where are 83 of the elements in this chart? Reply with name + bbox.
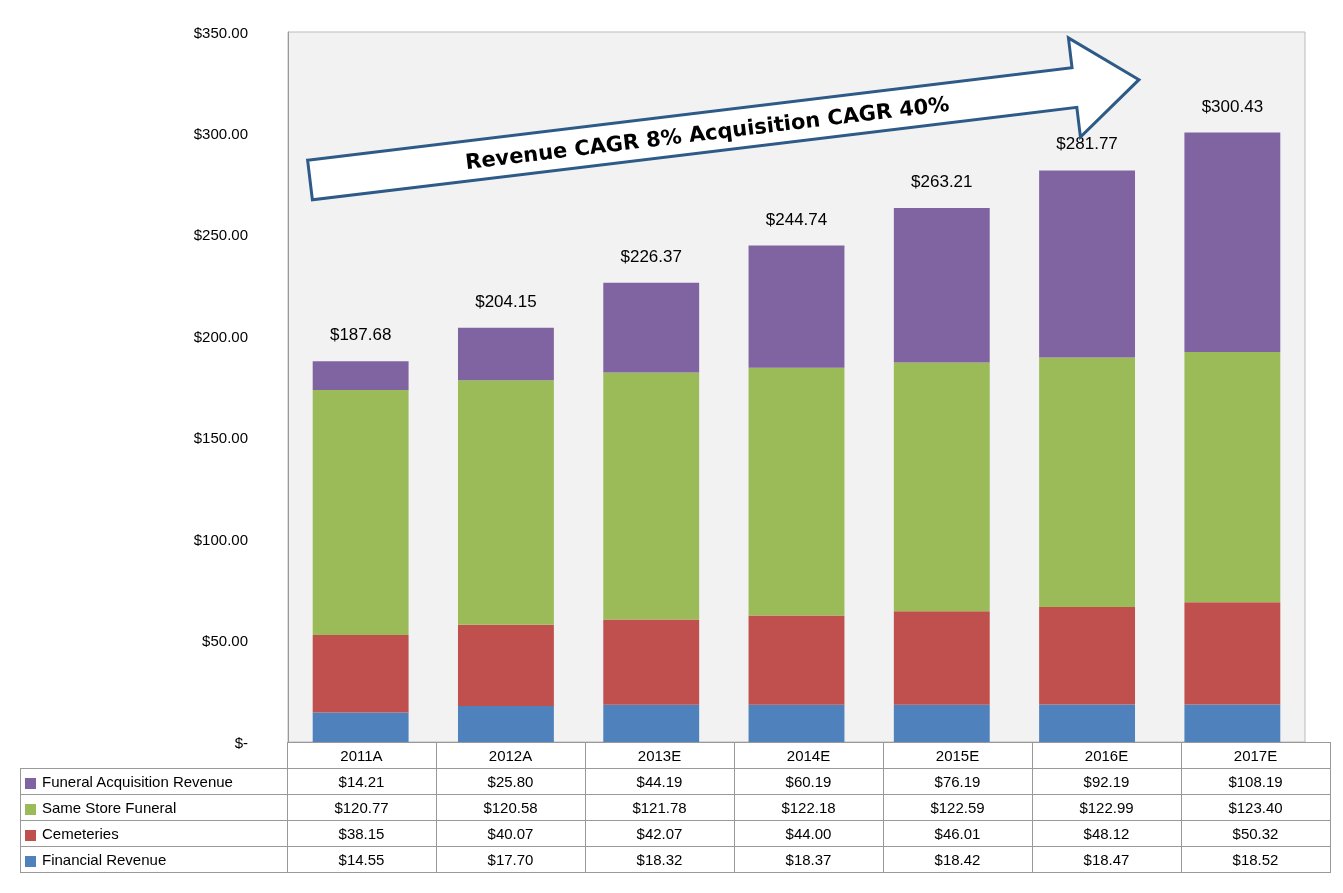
- x-tick-label: 2013E: [585, 742, 734, 769]
- bar: [457, 706, 554, 742]
- bar: [603, 704, 700, 742]
- data-label: $42.07: [585, 820, 734, 847]
- bar: [893, 208, 990, 363]
- bar: [312, 390, 409, 636]
- y-tick-label: $50.00: [202, 632, 248, 650]
- data-label: $108.19: [1181, 768, 1330, 795]
- y-tick-label: $100.00: [193, 530, 248, 548]
- bar: [457, 624, 554, 707]
- bar: [603, 282, 700, 373]
- data-label: $18.42: [883, 846, 1032, 873]
- bar: [893, 704, 990, 742]
- data-label: $14.21: [287, 768, 436, 795]
- data-label: $50.32: [1181, 820, 1330, 847]
- data-label: $122.99: [1032, 794, 1181, 821]
- x-tick-label: 2016E: [1032, 742, 1181, 769]
- data-label: $120.77: [287, 794, 436, 821]
- bar: [748, 367, 845, 616]
- y-tick-label: $200.00: [193, 327, 248, 345]
- total-label: $226.37: [620, 246, 682, 266]
- y-tick-label: $300.00: [193, 124, 248, 142]
- legend-label: Funeral Acquisition Revenue: [20, 768, 287, 795]
- bar: [312, 361, 409, 391]
- x-tick-label: 2011A: [287, 742, 436, 769]
- bar: [893, 362, 990, 612]
- bar: [603, 372, 700, 620]
- data-label: $123.40: [1181, 794, 1330, 821]
- bar: [1039, 170, 1136, 358]
- data-label: $18.37: [734, 846, 883, 873]
- bar: [1184, 602, 1281, 705]
- data-label: $17.70: [436, 846, 585, 873]
- x-tick-label: 2012A: [436, 742, 585, 769]
- data-label: $25.80: [436, 768, 585, 795]
- bar: [1039, 704, 1136, 742]
- data-label: $38.15: [287, 820, 436, 847]
- y-tick-label: $350.00: [193, 23, 248, 41]
- bar: [1184, 132, 1281, 353]
- legend-label: Financial Revenue: [20, 846, 287, 873]
- bar: [748, 704, 845, 742]
- data-label: $76.19: [883, 768, 1032, 795]
- data-label: $44.00: [734, 820, 883, 847]
- data-label: $121.78: [585, 794, 734, 821]
- total-label: $300.43: [1201, 96, 1264, 116]
- data-label: $46.01: [883, 820, 1032, 847]
- x-tick-label: 2017E: [1181, 742, 1330, 769]
- legend-label: Cemeteries: [20, 820, 287, 847]
- bar: [748, 245, 845, 368]
- bar: [1039, 606, 1136, 705]
- bar: [603, 619, 700, 705]
- x-tick-label: 2015E: [883, 742, 1032, 769]
- data-label: $48.12: [1032, 820, 1181, 847]
- data-label: $120.58: [436, 794, 585, 821]
- annotation: Revenue CAGR 8% Acquisition CAGR 40%: [463, 91, 951, 175]
- total-label: $281.77: [1056, 134, 1118, 154]
- bar: [457, 380, 554, 625]
- data-label: $18.32: [585, 846, 734, 873]
- bar: [312, 635, 409, 713]
- x-tick-label: 2014E: [734, 742, 883, 769]
- data-label: $122.18: [734, 794, 883, 821]
- data-label: $18.47: [1032, 846, 1181, 873]
- data-label: $122.59: [883, 794, 1032, 821]
- bar: [748, 615, 845, 705]
- y-tick-label: $150.00: [193, 429, 248, 447]
- data-label: $60.19: [734, 768, 883, 795]
- data-label: $40.07: [436, 820, 585, 847]
- data-label: $18.52: [1181, 846, 1330, 873]
- total-label: $244.74: [765, 209, 828, 229]
- data-label: $92.19: [1032, 768, 1181, 795]
- y-tick-label: $-: [234, 733, 248, 751]
- data-label: $14.55: [287, 846, 436, 873]
- total-label: $187.68: [329, 325, 392, 345]
- bar: [1184, 352, 1281, 603]
- bar: [1039, 357, 1136, 607]
- data-label: $44.19: [585, 768, 734, 795]
- total-label: $204.15: [475, 291, 537, 311]
- total-label: $263.21: [911, 172, 973, 192]
- bar: [312, 712, 409, 742]
- bar: [893, 611, 990, 705]
- legend-label: Same Store Funeral: [20, 794, 287, 821]
- y-tick-label: $250.00: [193, 226, 248, 244]
- bar: [1184, 704, 1281, 742]
- bar: [457, 327, 554, 381]
